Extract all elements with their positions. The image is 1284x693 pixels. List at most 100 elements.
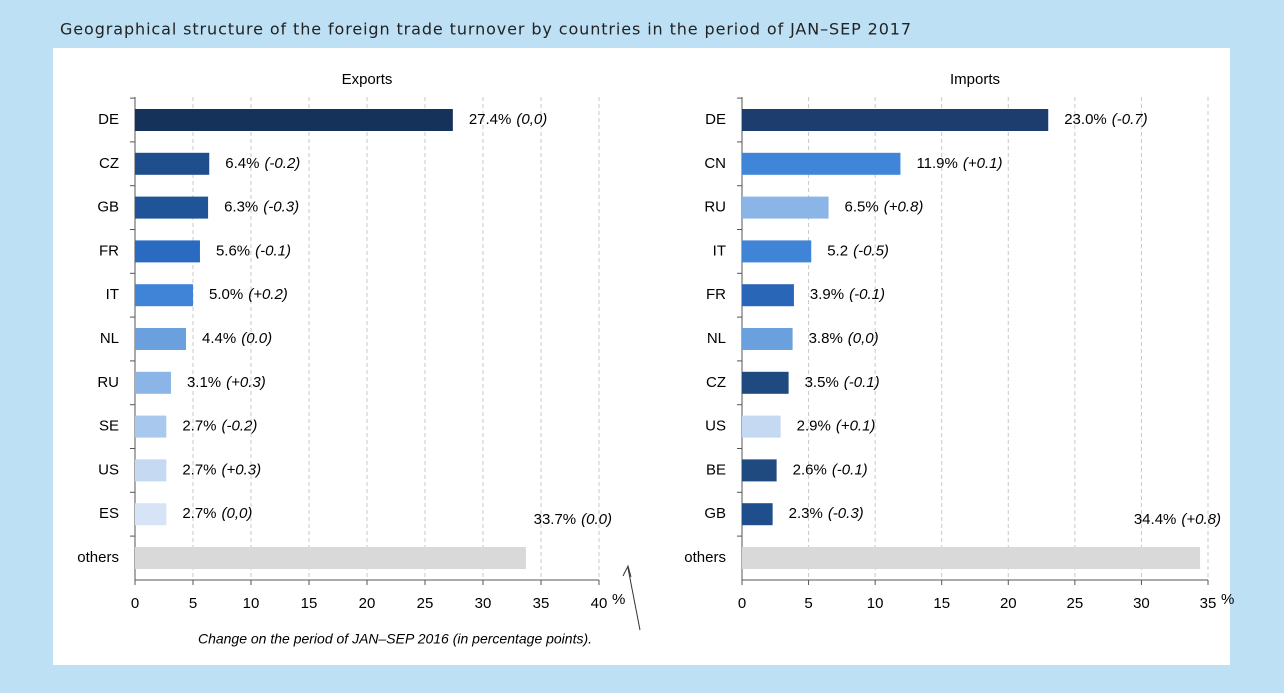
change-label: (-0.3) — [263, 199, 299, 216]
data-label: 2.7% (-0.2) — [182, 418, 257, 435]
value-label: 11.9% — [916, 155, 957, 172]
change-label: (-0.1) — [844, 374, 880, 391]
value-label: 3.9% — [810, 286, 844, 303]
bar — [742, 240, 812, 263]
bar — [742, 109, 1049, 131]
y-tick-label: others — [77, 549, 119, 566]
y-tick-label: DE — [98, 111, 119, 128]
change-label: (-0.1) — [255, 242, 291, 259]
x-tick-label: 5 — [189, 595, 197, 612]
bar — [742, 284, 794, 307]
y-tick-label: SE — [99, 418, 119, 435]
bar — [135, 415, 167, 438]
value-label: 34.4% — [1134, 511, 1177, 528]
x-tick-label: 30 — [1133, 595, 1150, 612]
change-label: (-0.2) — [222, 418, 258, 435]
change-label: (0,0) — [222, 505, 253, 522]
change-label: (+0.3) — [222, 461, 262, 478]
data-label: 33.7% (0.0) — [534, 511, 612, 528]
change-label: (0.0) — [241, 330, 272, 347]
value-label: 5.6% — [216, 242, 250, 259]
value-label: 27.4% — [469, 111, 512, 128]
data-label: 5.2 (-0.5) — [827, 242, 889, 259]
bar — [742, 152, 901, 175]
data-label: 3.5% (-0.1) — [805, 374, 880, 391]
value-label: 6.3% — [224, 199, 258, 216]
annotation-arrow — [627, 567, 641, 631]
value-label: 3.5% — [805, 374, 839, 391]
bar — [135, 284, 193, 307]
change-label: (-0.3) — [828, 505, 864, 522]
data-label: 2.7% (0,0) — [182, 505, 252, 522]
value-label: 6.4% — [225, 155, 259, 172]
change-label: (+0.1) — [963, 155, 1003, 172]
x-tick-label: 10 — [243, 595, 260, 612]
data-label: 3.8% (0,0) — [809, 330, 879, 347]
y-tick-label: FR — [706, 286, 726, 303]
y-tick-label: others — [684, 549, 726, 566]
bar — [135, 503, 167, 526]
change-label: (-0.1) — [849, 286, 885, 303]
change-label: (0,0) — [516, 111, 547, 128]
value-label: 2.7% — [182, 418, 216, 435]
change-label: (-0.5) — [853, 242, 889, 259]
data-label: 4.4% (0.0) — [202, 330, 272, 347]
bar — [742, 196, 829, 219]
data-label: 2.3% (-0.3) — [789, 505, 864, 522]
change-label: (+0.1) — [836, 418, 876, 435]
y-tick-label: US — [98, 461, 119, 478]
data-label: 3.1% (+0.3) — [187, 374, 266, 391]
value-label: 2.3% — [789, 505, 823, 522]
x-tick-label: 25 — [417, 595, 434, 612]
x-tick-label: 35 — [533, 595, 550, 612]
data-label: 6.5% (+0.8) — [845, 199, 924, 216]
x-axis-label: % — [1221, 591, 1234, 608]
value-label: 23.0% — [1064, 111, 1107, 128]
bar — [135, 371, 171, 394]
value-label: 2.9% — [797, 418, 831, 435]
y-tick-label: GB — [704, 505, 726, 522]
change-label: (+0.8) — [884, 199, 924, 216]
x-tick-label: 35 — [1200, 595, 1217, 612]
x-tick-label: 5 — [804, 595, 812, 612]
data-label: 6.3% (-0.3) — [224, 199, 299, 216]
bar — [135, 196, 209, 219]
bar — [135, 152, 210, 175]
bar — [135, 547, 526, 569]
chart-title: Exports — [342, 71, 393, 88]
value-label: 33.7% — [534, 511, 577, 528]
y-tick-label: IT — [106, 286, 119, 303]
value-label: 2.7% — [182, 461, 216, 478]
y-tick-label: NL — [707, 330, 726, 347]
data-label: 23.0% (-0.7) — [1064, 111, 1147, 128]
data-label: 3.9% (-0.1) — [810, 286, 885, 303]
bar — [742, 328, 793, 350]
change-label: (-0.7) — [1112, 111, 1148, 128]
page-title: Geographical structure of the foreign tr… — [60, 20, 912, 39]
bar — [135, 240, 200, 263]
value-label: 5.0% — [209, 286, 243, 303]
bar — [742, 415, 781, 438]
x-tick-label: 25 — [1067, 595, 1084, 612]
data-label: 5.0% (+0.2) — [209, 286, 288, 303]
bar — [742, 459, 777, 482]
bar — [135, 109, 453, 131]
x-axis-label: % — [612, 591, 625, 608]
bar — [742, 371, 789, 394]
change-label: (+0.2) — [248, 286, 288, 303]
data-label: 27.4% (0,0) — [469, 111, 547, 128]
value-label: 4.4% — [202, 330, 236, 347]
value-label: 2.7% — [182, 505, 216, 522]
value-label: 3.8% — [809, 330, 843, 347]
change-label: (+0.8) — [1181, 511, 1221, 528]
change-label: (-0.1) — [832, 461, 868, 478]
annotation-arrowhead — [622, 564, 632, 578]
data-label: 2.7% (+0.3) — [182, 461, 261, 478]
x-tick-label: 40 — [591, 595, 608, 612]
change-label: (+0.3) — [226, 374, 266, 391]
data-label: 2.6% (-0.1) — [793, 461, 868, 478]
y-tick-label: FR — [99, 242, 119, 259]
change-label: (0.0) — [581, 511, 612, 528]
